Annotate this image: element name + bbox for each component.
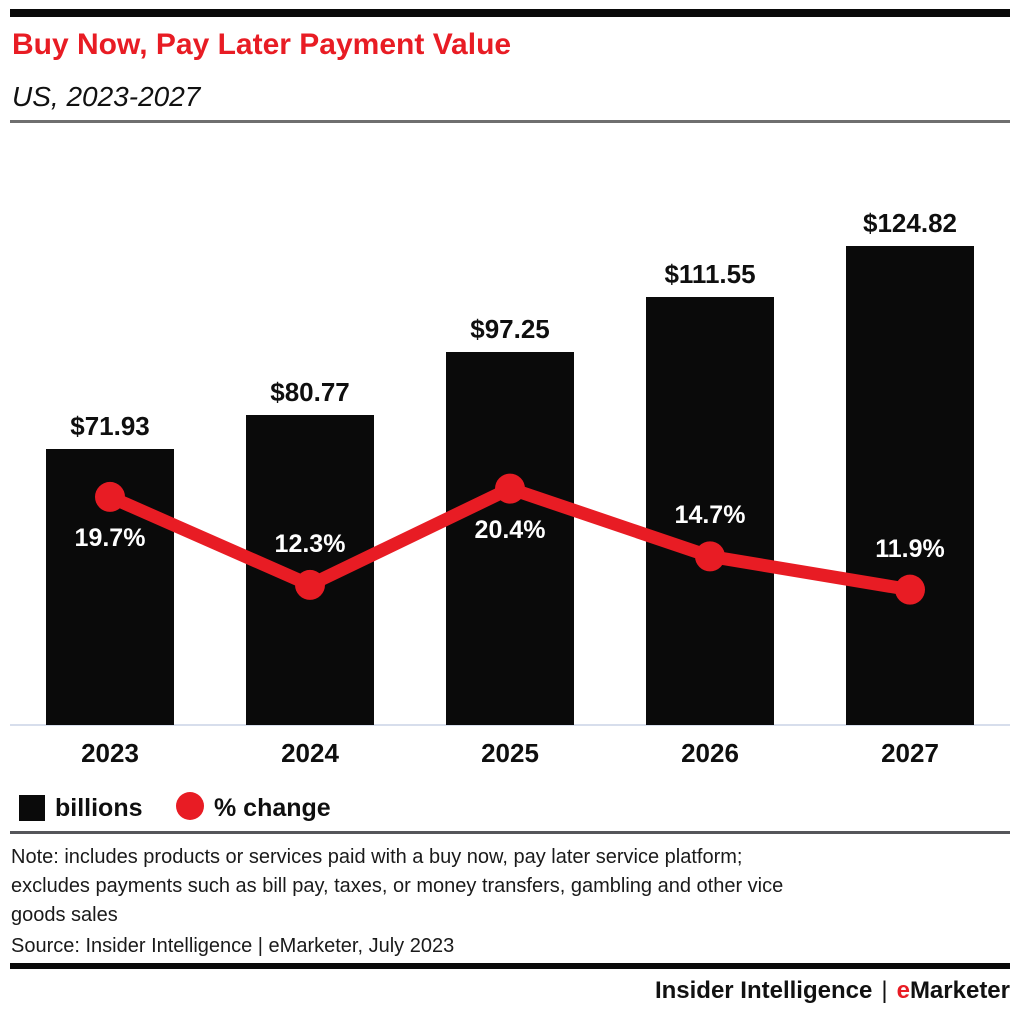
footer-branding: Insider Intelligence | eMarketer — [655, 977, 1010, 1005]
footer-emarketer-e: e — [896, 977, 910, 1004]
footer-emarketer-rest: Marketer — [909, 977, 1010, 1004]
bar-2026 — [646, 297, 774, 725]
legend-rule — [10, 831, 1010, 834]
chart-subtitle: US, 2023-2027 — [12, 81, 201, 112]
pct-change-marker-2025 — [495, 473, 525, 504]
bar-2027 — [846, 246, 974, 725]
bar-value-label-2024: $80.77 — [270, 377, 350, 408]
x-axis-label-2027: 2027 — [881, 738, 939, 768]
legend-swatch-billions-square — [19, 795, 45, 821]
pct-change-marker-2027 — [895, 574, 925, 605]
bar-value-label-2023: $71.93 — [70, 411, 150, 442]
pct-change-label-2025: 20.4% — [474, 515, 546, 544]
chart-title: Buy Now, Pay Later Payment Value — [12, 28, 512, 61]
x-axis-line — [10, 724, 1010, 726]
pct-change-label-2026: 14.7% — [674, 501, 746, 530]
x-axis-label-2026: 2026 — [681, 738, 739, 768]
pct-change-label-2027: 11.9% — [875, 534, 945, 563]
footer-separator: | — [881, 977, 888, 1004]
legend-label-pct-change: % change — [214, 794, 331, 822]
pct-change-marker-2023 — [95, 481, 125, 512]
bar-value-label-2026: $111.55 — [664, 259, 756, 290]
pct-change-label-2024: 12.3% — [274, 529, 346, 558]
pct-change-line-chart — [95, 473, 925, 605]
bottom-rule — [10, 963, 1010, 969]
top-rule — [10, 9, 1010, 17]
legend-swatch-pct-change-circle — [176, 792, 204, 820]
note-line: goods sales — [11, 904, 118, 926]
x-axis-label-2023: 2023 — [81, 738, 139, 768]
legend-label-billions: billions — [55, 794, 143, 822]
pct-change-marker-2026 — [695, 541, 725, 572]
bar-value-label-2025: $97.25 — [470, 314, 550, 345]
pct-change-marker-2024 — [295, 569, 325, 600]
note-line: excludes payments such as bill pay, taxe… — [11, 875, 784, 897]
source-line: Source: Insider Intelligence | eMarketer… — [11, 935, 455, 957]
footer-brand-insider-intelligence: Insider Intelligence — [654, 977, 873, 1004]
note-line: Note: includes products or services paid… — [11, 846, 743, 868]
x-axis-label-2024: 2024 — [281, 738, 339, 768]
bar-2025 — [446, 352, 574, 725]
header-rule — [10, 120, 1010, 123]
pct-change-label-2023: 19.7% — [74, 523, 146, 552]
bar-value-label-2027: $124.82 — [863, 208, 957, 239]
x-axis-label-2025: 2025 — [481, 738, 539, 768]
